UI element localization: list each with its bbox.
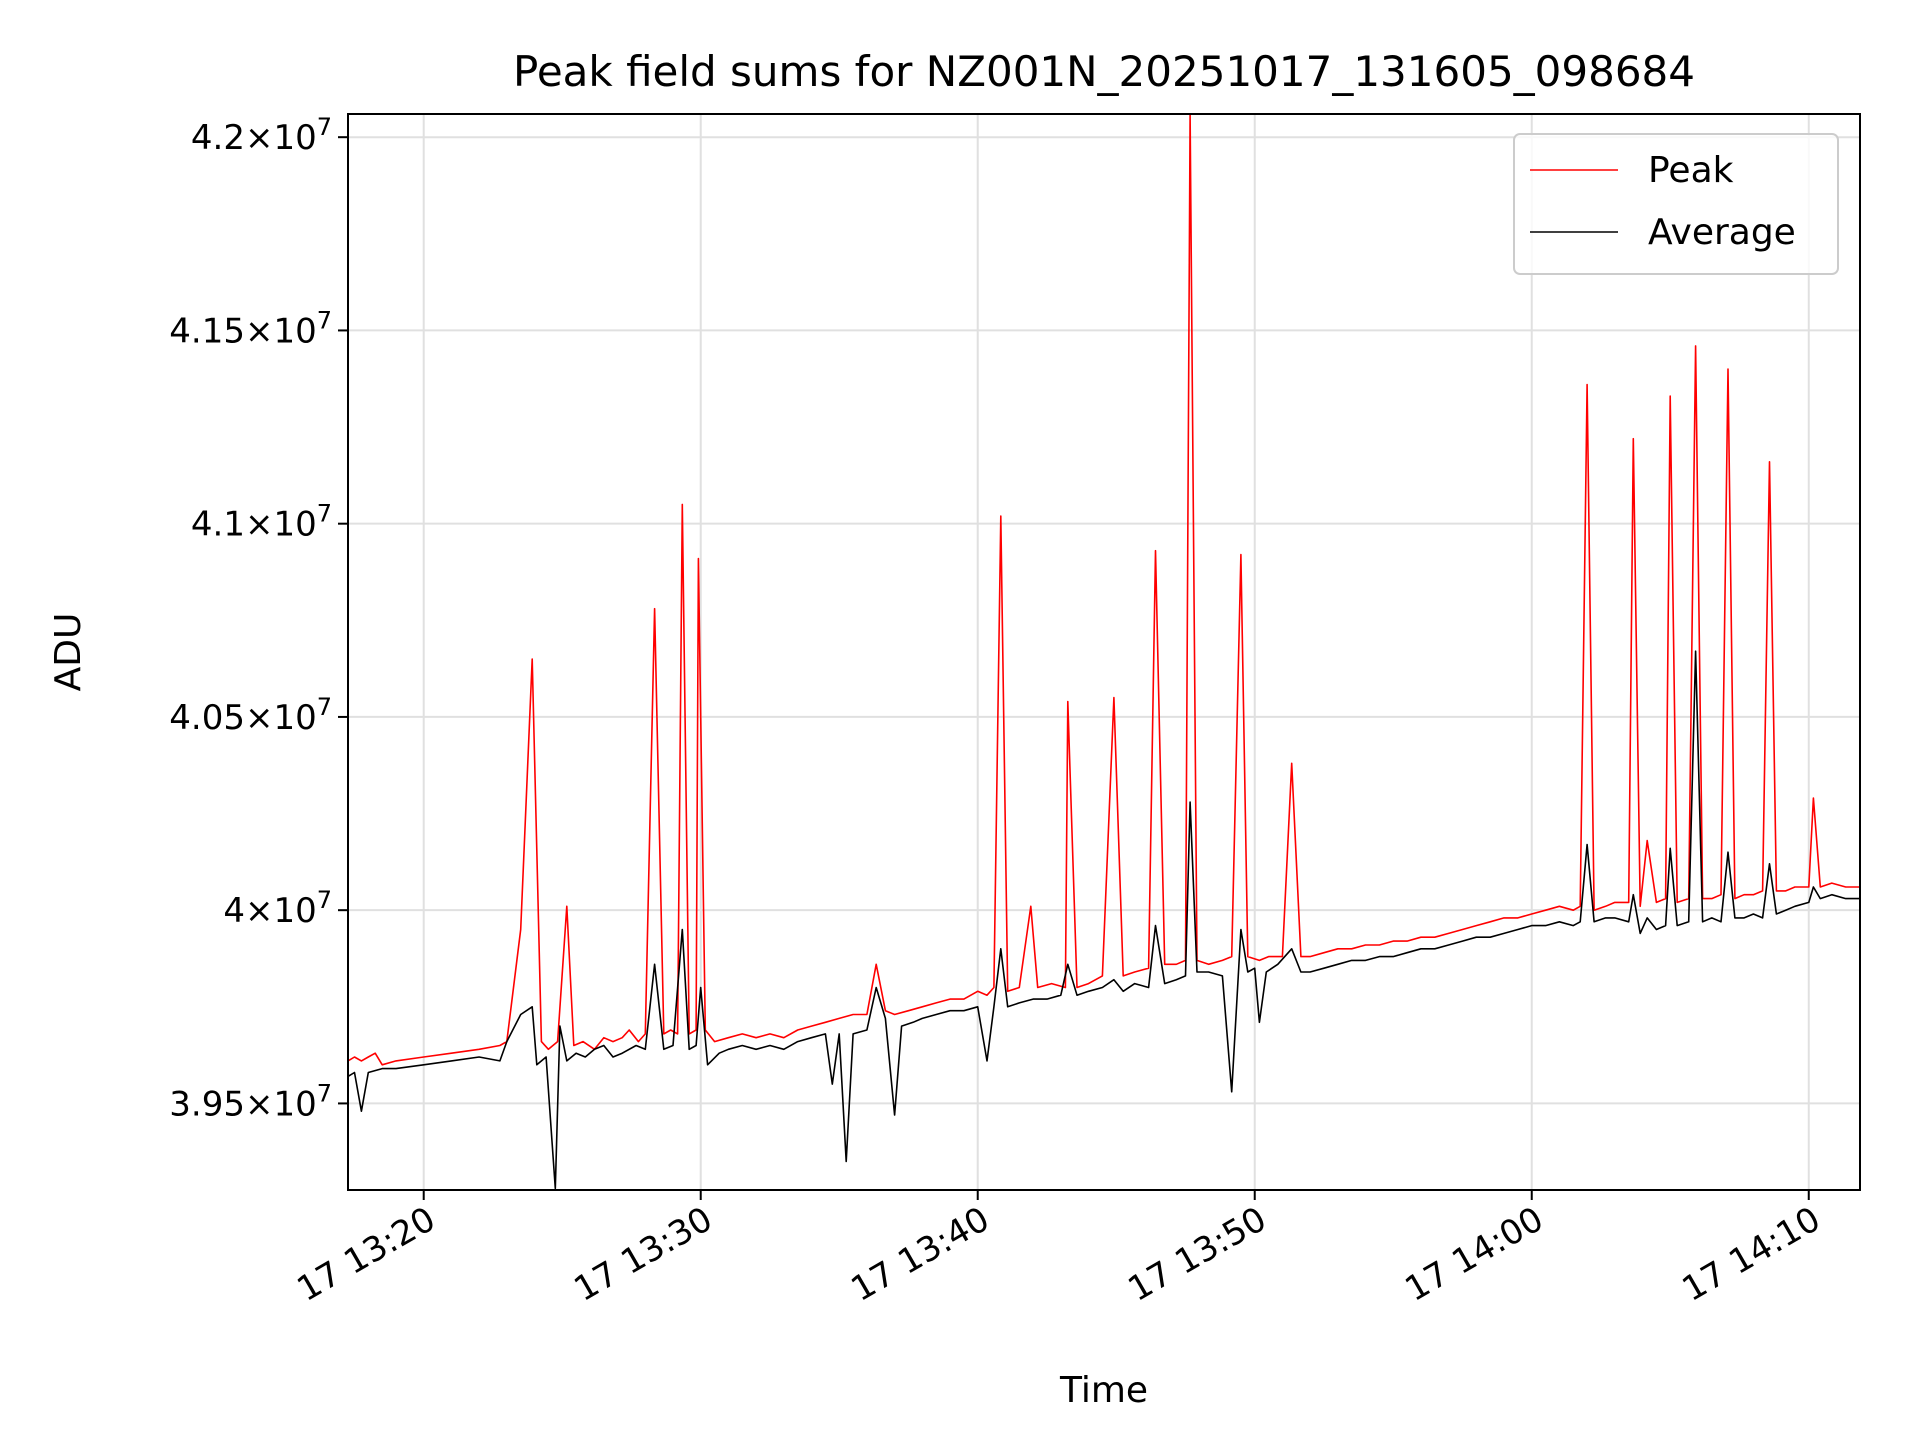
y-tick-label: 4.05×107 (169, 693, 332, 738)
legend-box (1513, 133, 1839, 275)
chart-title: Peak field sums for NZ001N_20251017_1316… (513, 47, 1695, 96)
plot-frame (347, 113, 1861, 1191)
grid (348, 114, 1860, 1190)
y-tick-label: 4.15×107 (169, 306, 332, 351)
legend: Peak Average (1513, 133, 1839, 275)
y-tick-label: 4.1×107 (191, 500, 332, 545)
series-line-average (348, 650, 1860, 1190)
x-axis-label: Time (1059, 1370, 1148, 1411)
y-tick-label: 3.95×107 (169, 1079, 332, 1124)
y-tick-label: 4×107 (223, 886, 332, 931)
y-axis-label: ADU (48, 613, 89, 692)
legend-label-average: Average (1648, 212, 1796, 253)
series-layer (348, 114, 1860, 1190)
legend-label-peak: Peak (1648, 150, 1734, 191)
series-line-peak (348, 114, 1860, 1066)
y-tick-label: 4.2×107 (191, 113, 332, 158)
y-axis: 3.95×107 4×107 4.05×107 4.1×107 4.15×107 4.2×… (169, 113, 348, 1124)
